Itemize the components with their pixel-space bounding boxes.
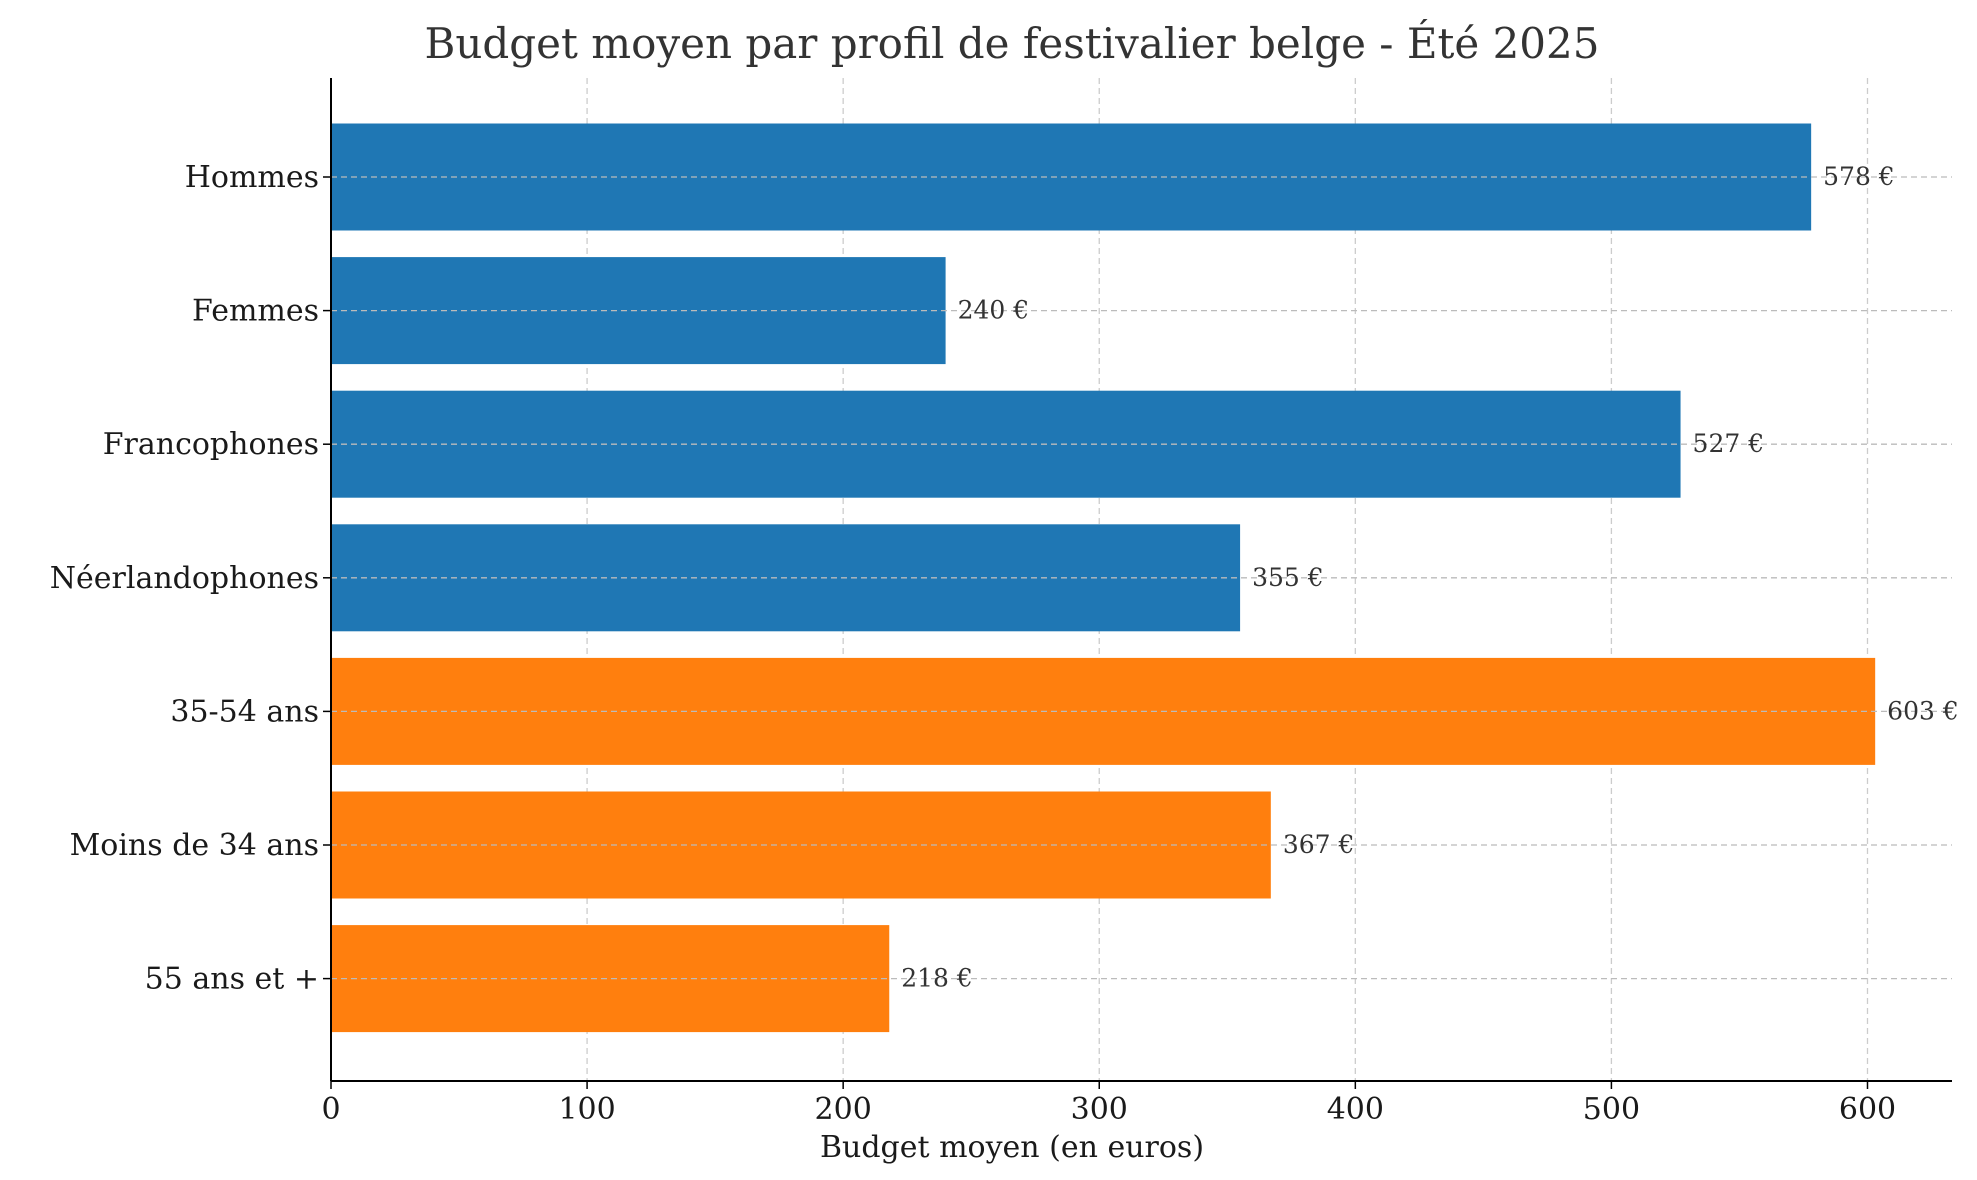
data-label: 527 € bbox=[1693, 429, 1765, 458]
data-label: 367 € bbox=[1283, 830, 1355, 859]
y-tick-label: Francophones bbox=[103, 427, 319, 462]
x-tick-label: 0 bbox=[321, 1092, 340, 1127]
y-tick-label: Néerlandophones bbox=[50, 561, 319, 596]
y-tick-label: Femmes bbox=[192, 294, 319, 329]
data-label: 240 € bbox=[958, 296, 1030, 325]
data-label: 578 € bbox=[1823, 162, 1895, 191]
y-tick-label: 55 ans et + bbox=[145, 962, 319, 997]
chart-title: Budget moyen par profil de festivalier b… bbox=[425, 18, 1600, 68]
x-axis-label: Budget moyen (en euros) bbox=[820, 1130, 1204, 1165]
x-tick-label: 300 bbox=[1071, 1092, 1128, 1127]
x-tick-label: 200 bbox=[815, 1092, 872, 1127]
y-tick-label: Moins de 34 ans bbox=[70, 828, 319, 863]
x-tick-label: 400 bbox=[1327, 1092, 1384, 1127]
data-label: 603 € bbox=[1887, 696, 1959, 725]
x-tick-label: 100 bbox=[558, 1092, 615, 1127]
y-tick-label: Hommes bbox=[185, 160, 319, 195]
x-tick-label: 600 bbox=[1839, 1092, 1896, 1127]
axes bbox=[330, 78, 1952, 1082]
x-tick-label: 500 bbox=[1583, 1092, 1640, 1127]
labels: 0 100 200 300 400 500 600 Hommes 578 € Femmes 240 … bbox=[50, 160, 1959, 1127]
y-tick-label: 35-54 ans bbox=[170, 694, 319, 729]
data-label: 218 € bbox=[901, 964, 973, 993]
data-label: 355 € bbox=[1252, 563, 1324, 592]
